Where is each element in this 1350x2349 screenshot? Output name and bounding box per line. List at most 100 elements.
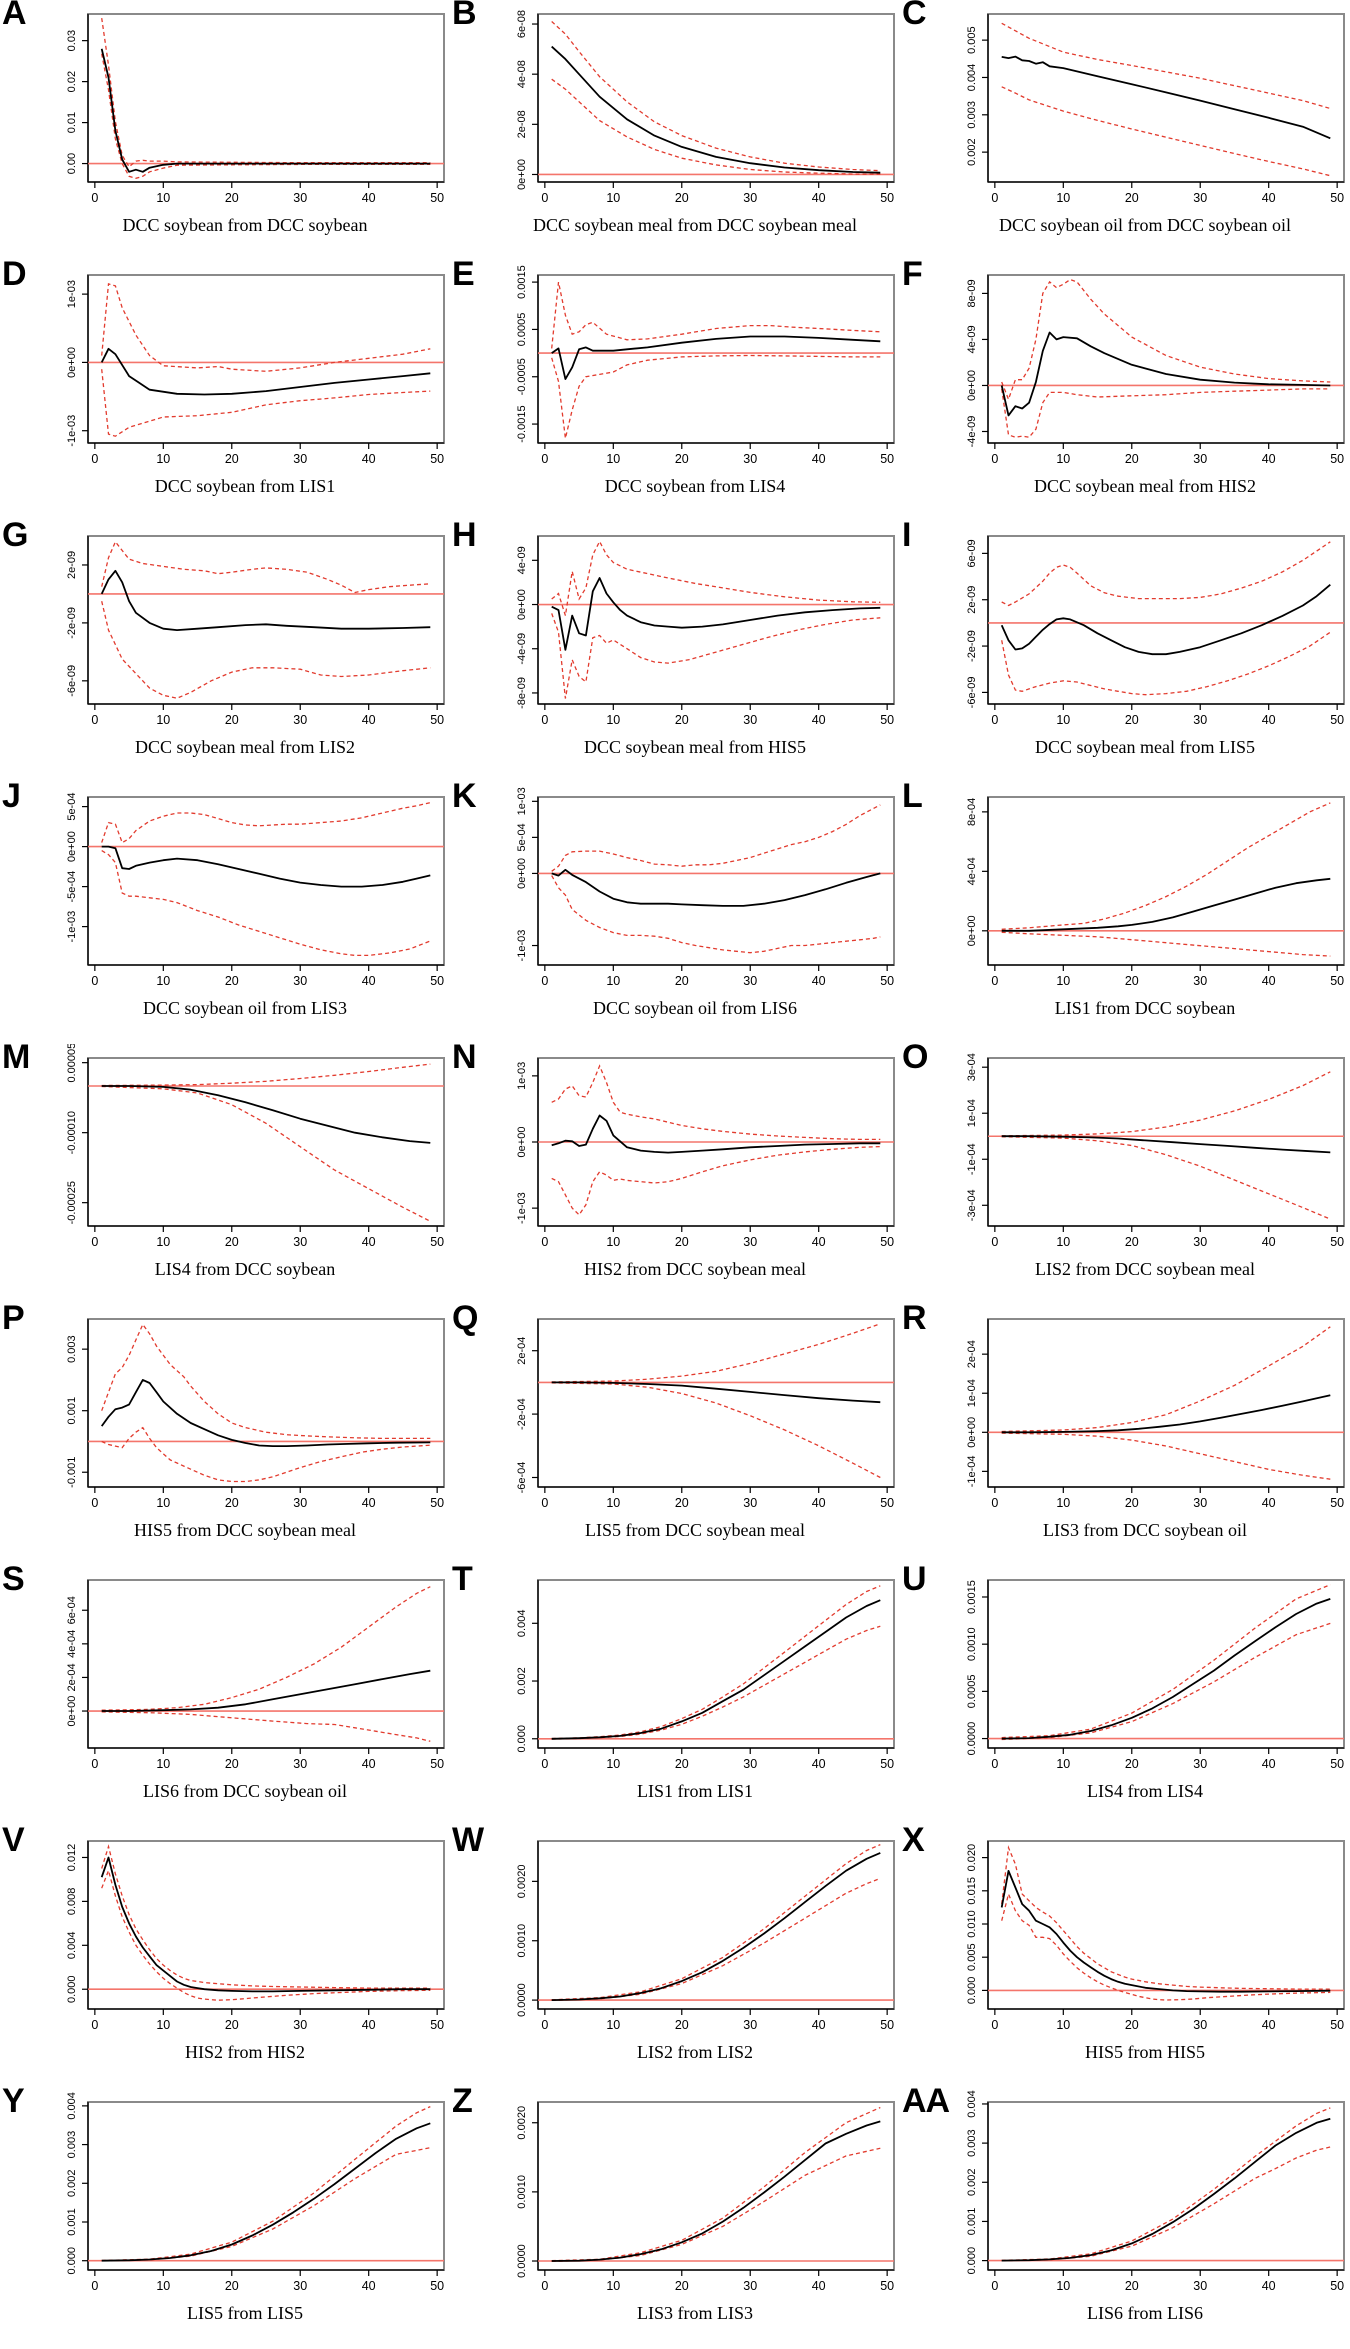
confidence-band-lower <box>551 1145 881 1216</box>
x-tick-label: 30 <box>1193 1757 1207 1771</box>
x-tick-label: 0 <box>91 1496 98 1510</box>
impulse-response-line <box>1001 1394 1331 1434</box>
x-tick-label: 40 <box>812 2279 826 2293</box>
x-tick-label: 40 <box>362 2279 376 2293</box>
y-tick-label: 0.004 <box>966 2090 978 2118</box>
impulse-response-line <box>100 569 431 631</box>
panel-chart: 0 10 20 30 40 50 0.002 0.003 0.004 0.005 <box>966 13 1345 205</box>
panel-chart: 0 10 20 30 40 50 1e-03 0e+00 -1e-03 <box>66 274 445 466</box>
x-tick-label: 30 <box>293 713 307 727</box>
panel-chart: 0 10 20 30 40 50 0.0015 0.0005 -0.0005 -0.0015 <box>516 265 895 466</box>
x-tick-label: 10 <box>1056 1235 1070 1249</box>
x-tick-label: 10 <box>606 191 620 205</box>
plot-box <box>537 1318 895 1488</box>
x-tick-label: 30 <box>1193 1235 1207 1249</box>
x-tick-label: 50 <box>430 1757 444 1771</box>
x-tick-label: 20 <box>675 1496 689 1510</box>
y-tick-label: 0.010 <box>966 1910 978 1938</box>
confidence-band-lower <box>101 1426 431 1483</box>
panel-chart: 0 10 20 30 40 50 6e-09 2e-09 -2e-09 -6e-09 <box>966 535 1345 727</box>
y-tick-label: 4e-04 <box>66 1630 78 1658</box>
x-tick-label: 40 <box>812 974 826 988</box>
y-tick-label: 0e+00 <box>66 831 78 862</box>
x-tick-label: 30 <box>293 1235 307 1249</box>
x-tick-label: 10 <box>1056 713 1070 727</box>
x-tick-label: 10 <box>1056 974 1070 988</box>
x-tick-label: 30 <box>743 2018 757 2032</box>
panel-caption: LIS3 from LIS3 <box>637 2303 753 2323</box>
x-tick-label: 50 <box>1330 713 1344 727</box>
panel-chart: 0 10 20 30 40 50 2e-09 -2e-09 -6e-09 <box>66 535 445 727</box>
y-tick-label: -2e-04 <box>516 1398 528 1430</box>
x-tick-label: 50 <box>1330 974 1344 988</box>
x-tick-label: 50 <box>880 713 894 727</box>
y-tick-label: 4e-09 <box>966 325 978 353</box>
y-tick-label: 0e+00 <box>966 1417 978 1448</box>
y-tick-label: 0.0010 <box>966 1627 978 1661</box>
impulse-response-line <box>551 1852 881 2001</box>
x-tick-label: 0 <box>991 191 998 205</box>
y-tick-label: 0.020 <box>966 1844 978 1872</box>
y-tick-label: 0.03 <box>66 30 78 51</box>
impulse-response-line <box>1001 55 1331 140</box>
x-tick-label: 40 <box>812 452 826 466</box>
x-tick-label: 20 <box>1125 1496 1139 1510</box>
panel-caption: LIS4 from LIS4 <box>1087 1781 1203 1801</box>
panel-letter: Q <box>452 1299 478 1337</box>
panel-chart: 0 10 20 30 40 50 0.00 0.01 0.02 0.03 <box>66 13 445 205</box>
x-tick-label: 10 <box>156 452 170 466</box>
x-tick-label: 40 <box>1262 452 1276 466</box>
x-tick-label: 0 <box>91 1235 98 1249</box>
x-tick-label: 40 <box>1262 191 1276 205</box>
x-tick-label: 10 <box>156 1496 170 1510</box>
y-tick-label: 0.000 <box>516 1725 528 1753</box>
x-tick-label: 40 <box>812 2018 826 2032</box>
x-tick-label: 50 <box>1330 191 1344 205</box>
x-tick-label: 30 <box>1193 974 1207 988</box>
panel-letter: Y <box>2 2082 25 2120</box>
panel-W: 0 10 20 30 40 50 0.0020 0.0010 0.0000 W LIS2 fro… <box>450 1821 900 2088</box>
y-tick-label: 5e-04 <box>66 793 78 821</box>
y-tick-label: -1e-03 <box>516 930 528 962</box>
confidence-band-lower <box>551 2147 881 2263</box>
confidence-band-upper <box>1001 1326 1331 1433</box>
panel-letter: T <box>452 1560 473 1598</box>
x-tick-label: 30 <box>743 1757 757 1771</box>
x-tick-label: 20 <box>675 2279 689 2293</box>
confidence-band-lower <box>551 1877 881 2002</box>
x-tick-label: 20 <box>1125 1757 1139 1771</box>
confidence-band-upper <box>101 283 431 372</box>
impulse-response-line <box>551 577 881 651</box>
x-tick-label: 10 <box>606 713 620 727</box>
y-tick-label: 0.00 <box>66 153 78 174</box>
y-tick-label: 4e-09 <box>516 546 528 574</box>
confidence-band-lower <box>101 601 431 699</box>
impulse-response-line <box>551 45 881 174</box>
y-tick-label: 0.0015 <box>516 265 528 299</box>
panel-chart: 0 10 20 30 40 50 5e-04 0e+00 -5e-04 -1e-03 <box>66 793 445 988</box>
y-tick-label: 0.0005 <box>516 313 528 347</box>
x-tick-label: 10 <box>156 191 170 205</box>
confidence-band-upper <box>1001 2107 1331 2262</box>
panel-letter: N <box>452 1038 477 1076</box>
x-tick-label: 50 <box>880 2018 894 2032</box>
x-tick-label: 30 <box>1193 2018 1207 2032</box>
y-tick-label: -0.001 <box>66 1457 78 1488</box>
panel-chart: 0 10 20 30 40 50 8e-04 4e-04 0e+00 <box>966 796 1345 988</box>
x-tick-label: 30 <box>1193 713 1207 727</box>
x-tick-label: 20 <box>225 2018 239 2032</box>
x-tick-label: 0 <box>91 974 98 988</box>
x-tick-label: 20 <box>225 191 239 205</box>
panel-K: 0 10 20 30 40 50 1e-03 5e-04 0e+00 -1e-03 K DCC s… <box>450 777 900 1044</box>
x-tick-label: 50 <box>880 1757 894 1771</box>
plot-box <box>537 796 895 966</box>
impulse-response-line <box>1001 1598 1331 1740</box>
confidence-band-lower <box>1001 1432 1331 1480</box>
panel-caption: DCC soybean oil from DCC soybean oil <box>999 215 1291 235</box>
impulse-response-line <box>100 347 431 396</box>
x-tick-label: 0 <box>991 2018 998 2032</box>
x-tick-label: 0 <box>91 2018 98 2032</box>
x-tick-label: 0 <box>91 452 98 466</box>
x-tick-label: 40 <box>812 1757 826 1771</box>
y-tick-label: 6e-04 <box>66 1596 78 1624</box>
